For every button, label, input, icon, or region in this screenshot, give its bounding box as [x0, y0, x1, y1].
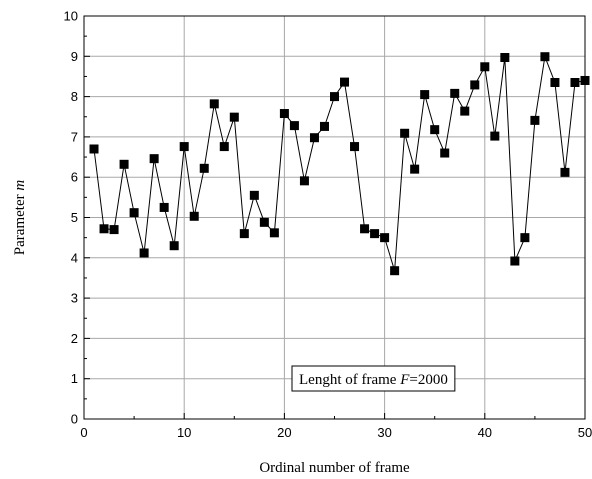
- data-point: [149, 154, 159, 164]
- data-point: [550, 77, 560, 87]
- x-tick-label: 30: [377, 425, 391, 440]
- data-point: [330, 92, 339, 102]
- data-point: [189, 211, 199, 221]
- annotation-prefix: Lenght of frame: [299, 372, 400, 388]
- x-tick-label: 40: [478, 425, 492, 440]
- data-point: [410, 164, 420, 174]
- x-tick-label: 20: [277, 425, 291, 440]
- data-point: [119, 159, 129, 169]
- tick-labels: 0 1 2 3 4 5 6 7 8 9 10 0 10 20 30 40 50: [64, 9, 592, 441]
- data-point: [209, 99, 219, 109]
- data-point: [199, 163, 209, 173]
- data-point: [520, 233, 530, 243]
- data-point: [89, 144, 99, 154]
- data-point: [360, 224, 370, 234]
- data-point: [159, 202, 169, 212]
- series-markers: [89, 52, 590, 276]
- data-point: [129, 208, 139, 218]
- y-tick-label: 10: [64, 9, 78, 24]
- data-point: [460, 106, 470, 116]
- data-point: [490, 131, 500, 141]
- series-line: [93, 54, 586, 271]
- annotation-suffix: =2000: [409, 372, 447, 388]
- annotation-text: Lenght of frame F=2000: [299, 372, 448, 388]
- data-point: [229, 112, 239, 122]
- annotation-box: Lenght of frame F=2000: [291, 365, 456, 392]
- data-point: [279, 109, 289, 119]
- y-tick-label: 8: [71, 89, 78, 104]
- data-point: [309, 133, 319, 143]
- data-point: [430, 125, 440, 135]
- data-point: [480, 62, 490, 72]
- data-point: [400, 128, 410, 138]
- data-point: [289, 121, 299, 131]
- y-axis-title-prefix: Parameter: [12, 191, 28, 256]
- y-tick-label: 7: [71, 129, 78, 144]
- data-point: [370, 229, 380, 239]
- y-axis-title-var: m: [12, 180, 28, 191]
- data-point: [219, 142, 229, 152]
- y-tick-label: 9: [71, 49, 78, 64]
- data-point: [510, 256, 520, 266]
- data-point: [259, 217, 269, 227]
- x-axis-title: Ordinal number of frame: [259, 460, 410, 476]
- data-point: [450, 88, 460, 98]
- data-point: [570, 77, 580, 87]
- data-point: [139, 248, 149, 258]
- data-point: [390, 266, 400, 276]
- y-tick-label: 3: [71, 291, 78, 306]
- data-point: [319, 121, 329, 131]
- data-point: [179, 142, 189, 152]
- y-tick-label: 6: [71, 170, 78, 185]
- axis-ticks: [83, 15, 586, 420]
- data-point: [580, 75, 590, 85]
- y-tick-label: 4: [71, 250, 78, 265]
- data-point: [350, 142, 360, 152]
- annotation-var: F: [399, 372, 410, 388]
- data-point: [249, 190, 259, 200]
- data-point: [470, 80, 480, 90]
- data-point: [540, 52, 550, 62]
- data-point: [530, 115, 540, 125]
- data-point: [269, 228, 279, 238]
- data-point: [169, 241, 179, 251]
- y-tick-label: 0: [71, 412, 78, 427]
- data-point: [340, 77, 350, 87]
- y-tick-label: 5: [71, 210, 78, 225]
- y-tick-label: 2: [71, 331, 78, 346]
- data-point: [239, 229, 249, 239]
- data-point: [500, 53, 510, 63]
- y-tick-label: 1: [71, 371, 78, 386]
- x-tick-label: 0: [80, 425, 87, 440]
- data-point: [420, 90, 430, 100]
- x-tick-label: 50: [578, 425, 592, 440]
- data-point: [440, 148, 450, 158]
- data-point: [299, 176, 309, 186]
- y-axis-title: Parameter m: [12, 180, 28, 256]
- data-point: [99, 224, 109, 234]
- grid: [84, 16, 585, 419]
- data-point: [380, 233, 390, 243]
- data-point: [109, 225, 119, 235]
- x-tick-label: 10: [177, 425, 191, 440]
- data-point: [560, 167, 570, 177]
